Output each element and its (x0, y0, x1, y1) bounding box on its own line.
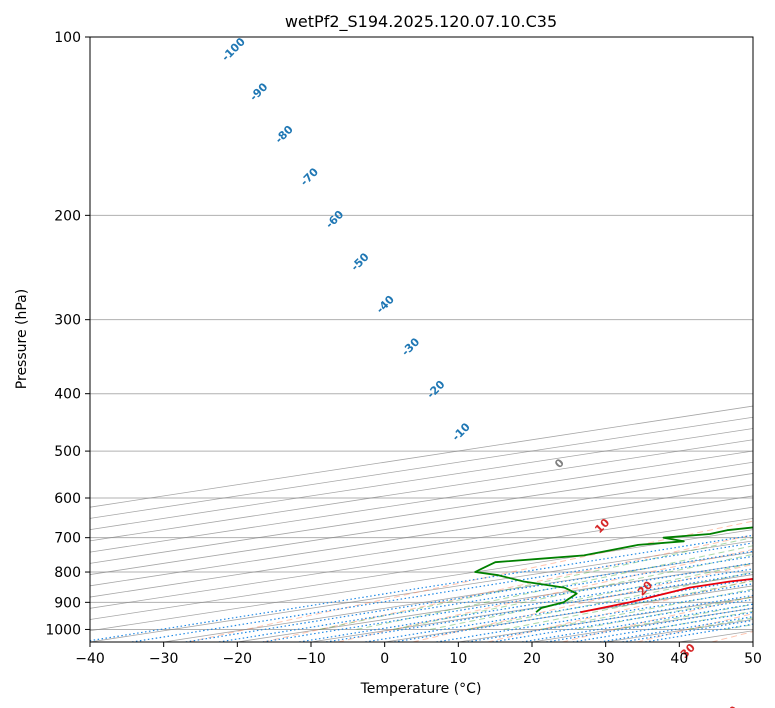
isotherm-line (752, 641, 753, 642)
isotherm-line (310, 574, 753, 642)
isotherm-line (90, 540, 753, 642)
isotherm-line (531, 607, 753, 642)
y-axis-label: Pressure (hPa) (14, 289, 30, 389)
moist-adiabat-line (356, 545, 753, 630)
y-tick-label: 200 (54, 208, 81, 224)
y-tick-label: 800 (54, 565, 81, 581)
mixing-ratio-line (572, 611, 753, 642)
moist-adiabat-line (393, 553, 753, 630)
y-tick-label: 600 (54, 491, 81, 507)
moist-adiabat-line (319, 537, 753, 630)
y-tick-label: 700 (54, 531, 81, 547)
x-tick-label: 40 (670, 651, 688, 667)
isotherm-line (605, 619, 753, 642)
x-tick-label: 20 (523, 651, 541, 667)
dry-adiabat-line (338, 548, 753, 642)
moist-adiabat-line (687, 617, 753, 630)
isotherm-line (90, 461, 753, 564)
isotherm-line (90, 506, 753, 609)
moist-adiabat-line (614, 603, 753, 630)
plot-frame (89, 36, 754, 643)
dry-adiabat-label: -40 (374, 293, 397, 316)
x-tick-label: −40 (75, 651, 105, 667)
y-axis-ticks: 100 200 300 400 500 600 700 800 900 1000 (45, 30, 90, 638)
y-tick-label: 400 (54, 387, 81, 403)
moist-adiabat-line (724, 623, 753, 630)
isotherm-line (90, 484, 753, 587)
isotherm-line (90, 428, 753, 531)
dry-adiabat-label: -50 (348, 250, 371, 273)
isotherm-line (90, 416, 753, 519)
dry-adiabat-label: -80 (273, 123, 296, 146)
mixing-ratio-line (185, 550, 753, 642)
dry-adiabat-line (412, 563, 753, 642)
y-tick-label: 500 (54, 444, 81, 460)
y-tick-label: 900 (54, 595, 81, 611)
dry-adiabat-label: -30 (399, 335, 422, 358)
dewpoint-line (474, 526, 753, 613)
isotherm-line (90, 518, 753, 620)
x-tick-label: −20 (223, 651, 253, 667)
dry-adiabat-line (263, 534, 753, 642)
y-tick-label: 100 (54, 30, 81, 46)
mixing-ratio-line (131, 542, 753, 642)
x-tick-label: −30 (149, 651, 179, 667)
x-tick-label: 0 (380, 651, 389, 667)
x-tick-label: 30 (597, 651, 615, 667)
moist-adiabat-line (503, 580, 753, 630)
dry-adiabat-label: -60 (323, 208, 346, 231)
moist-adiabat-line (762, 37, 775, 629)
isotherm-line (90, 450, 753, 553)
isotherm-line (90, 529, 753, 632)
x-axis-ticks: −40 −30 −20 −10 0 10 20 30 40 50 (75, 642, 762, 667)
isotherm-line (384, 585, 753, 642)
mixing-ratio-line (599, 616, 753, 642)
moist-adiabat-label: 10 (592, 516, 612, 536)
moist-adiabat-line (651, 610, 753, 630)
moist-adiabat-line (540, 588, 753, 630)
y-tick-label: 1000 (45, 622, 81, 638)
dry-adiabat-line (487, 579, 753, 642)
isotherm-line (90, 405, 753, 508)
moist-adiabat-line (466, 571, 753, 630)
dry-adiabat-line (562, 595, 753, 642)
mixing-ratio-line (522, 603, 753, 642)
x-tick-label: 50 (744, 651, 762, 667)
dry-adiabat-label: -90 (247, 80, 270, 103)
x-tick-label: 10 (449, 651, 467, 667)
dry-adiabat-label: -100 (219, 35, 248, 64)
chart-title: wetPf2_S194.2025.120.07.10.C35 (285, 12, 557, 32)
mixing-ratio-line (262, 562, 753, 642)
x-tick-label: −10 (296, 651, 326, 667)
y-tick-label: 300 (54, 313, 81, 329)
dry-adiabat-label: -10 (450, 420, 473, 443)
dry-adiabat-label: -20 (424, 378, 447, 401)
mixing-ratio-line (218, 555, 753, 642)
profile-lines (474, 526, 753, 614)
isotherm-line (90, 473, 753, 575)
isotherm-line (458, 596, 753, 642)
moist-adiabat-label: 40 (721, 703, 741, 708)
line-annotations: 0.10.20.40.611.52346810131620253036-100-… (219, 35, 741, 708)
isotherm-line (90, 439, 753, 542)
dry-adiabat-label: -70 (298, 165, 321, 188)
dry-adiabat-line (636, 613, 753, 642)
background-lines (90, 37, 775, 642)
x-axis-label: Temperature (°C) (360, 681, 482, 697)
isotherm-line (90, 495, 753, 598)
mixing-ratio-line (546, 607, 753, 642)
isotherm-line (679, 630, 753, 642)
